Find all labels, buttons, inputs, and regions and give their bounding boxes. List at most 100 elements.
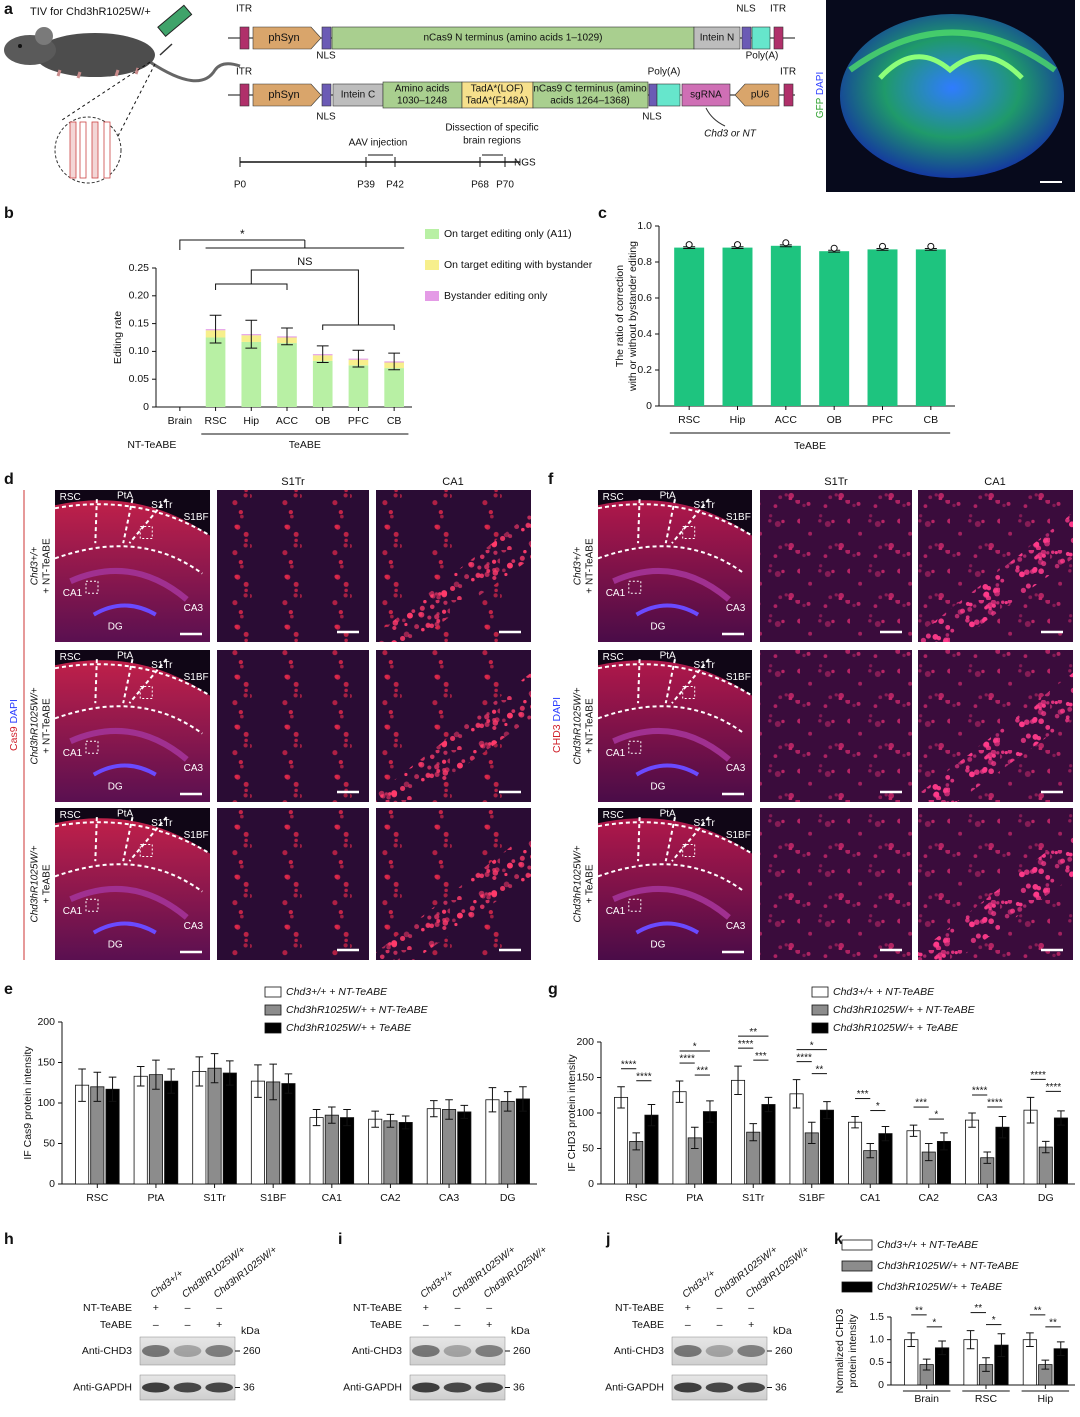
micrograph (760, 808, 912, 960)
label: Chd3 or NT (704, 129, 757, 140)
y-tick-label: 0.8 (637, 256, 652, 268)
significance-label: **** (621, 1059, 637, 1070)
region-label: DG (108, 621, 123, 632)
itr (239, 26, 250, 50)
marker-label: 36 (775, 1381, 787, 1393)
promoter (252, 26, 322, 50)
region-label: DG (108, 939, 123, 950)
significance-bracket (215, 269, 395, 330)
y-tick-label: 50 (582, 1142, 594, 1154)
antibody-label: Anti-CHD3 (352, 1345, 402, 1357)
x-tick-label: ACC (276, 415, 299, 427)
cortex (848, 29, 1057, 73)
bar (309, 1117, 324, 1185)
region-border (664, 816, 676, 862)
region-border (54, 663, 211, 697)
condition-mark: – (185, 1319, 191, 1331)
y-tick-label: 200 (37, 1016, 55, 1028)
error-bar (807, 1121, 816, 1145)
bar (819, 1109, 834, 1185)
column-header: S1Tr (824, 476, 848, 488)
region-label: CA1 (63, 588, 83, 599)
condition-label: NT-TeABE (353, 1302, 402, 1314)
error-bar (997, 1333, 1006, 1357)
region-label: RSC (603, 810, 624, 821)
bar (965, 1119, 980, 1185)
x-tick-label: RSC (625, 1192, 648, 1204)
legend-swatch (811, 1022, 829, 1034)
condition-label: TeABE (100, 1319, 132, 1331)
y-axis-label: IF Cas9 protein intensity (22, 1046, 34, 1160)
stain: CHD3 (551, 724, 563, 753)
label: P70 (496, 180, 514, 191)
error-bar (371, 1110, 380, 1128)
condition-mark: + (216, 1319, 222, 1331)
x-tick-label: RSC (678, 414, 701, 426)
label: NLS (316, 112, 336, 123)
significance-label: NS (297, 256, 312, 268)
panel-letter: j (605, 1231, 610, 1248)
y-tick-label: 0.25 (129, 262, 150, 274)
region-label: RSC (603, 492, 624, 503)
row-label: + NT-TeABE (585, 698, 596, 754)
point (734, 241, 741, 249)
x-tick-label: S1BF (260, 1192, 286, 1204)
row-label: Chd3hR1025W/+ (573, 687, 584, 764)
error-bar (922, 1358, 931, 1371)
region-label: PtA (117, 809, 133, 820)
error-bar (210, 1053, 219, 1084)
region-border (671, 658, 710, 704)
condition-mark: – (216, 1302, 222, 1314)
legend-swatch (425, 260, 439, 270)
error-bar (851, 1116, 859, 1129)
panel-letter: b (4, 205, 14, 222)
antibody-label: Anti-CHD3 (614, 1345, 664, 1357)
error-bar (909, 1124, 918, 1137)
bar (674, 247, 705, 406)
significance-label: *** (755, 1051, 767, 1062)
mouse-leg (114, 69, 120, 77)
kda-label: kDa (511, 1325, 530, 1337)
y-tick-label: 150 (576, 1071, 594, 1083)
label: AAV injection (349, 138, 408, 149)
significance-label: * (876, 1101, 880, 1112)
y-tick-label: 1.0 (869, 1333, 884, 1345)
label: sgRNA (690, 90, 722, 101)
panel-letter: k (834, 1231, 843, 1248)
lane-label: Chd3+/+ (419, 1268, 456, 1300)
brain-slice (840, 14, 1064, 178)
nls (321, 83, 332, 107)
region-border (128, 658, 168, 704)
significance-label: **** (972, 1086, 988, 1097)
condition-label: NT-TeABE (83, 1302, 132, 1314)
bar-segment (277, 343, 297, 407)
label: Poly(A) (648, 67, 681, 78)
mouse-leg (76, 71, 82, 79)
x-tick-label: Brain (914, 1393, 939, 1405)
region-border (94, 659, 98, 704)
error-bar (269, 1063, 277, 1101)
significance-label: ** (815, 1064, 823, 1075)
significance-bracket (179, 239, 405, 250)
syringe (157, 4, 193, 38)
blot-band (205, 1382, 234, 1393)
y-tick-label: 200 (576, 1036, 594, 1048)
marker-label: 260 (243, 1345, 261, 1357)
legend-swatch (841, 1239, 873, 1251)
region-border (597, 863, 745, 893)
label: nCas9 C terminus (amino (533, 84, 647, 95)
significance-label: *** (697, 1066, 709, 1077)
column-header: CA1 (442, 476, 463, 488)
error-bar (245, 319, 258, 349)
legend-swatch (841, 1281, 873, 1293)
x-tick-label: CA2 (919, 1192, 940, 1204)
lane-label: Chd3+/+ (681, 1268, 718, 1300)
roi-box (628, 580, 642, 594)
significance-label: ** (1034, 1306, 1042, 1317)
region-label: CA1 (606, 906, 626, 917)
region-border (597, 545, 745, 575)
x-tick-label: PtA (147, 1192, 164, 1204)
y-tick-label: 0 (143, 401, 149, 413)
region-label: DG (650, 781, 665, 792)
error-bar (1041, 1359, 1050, 1370)
